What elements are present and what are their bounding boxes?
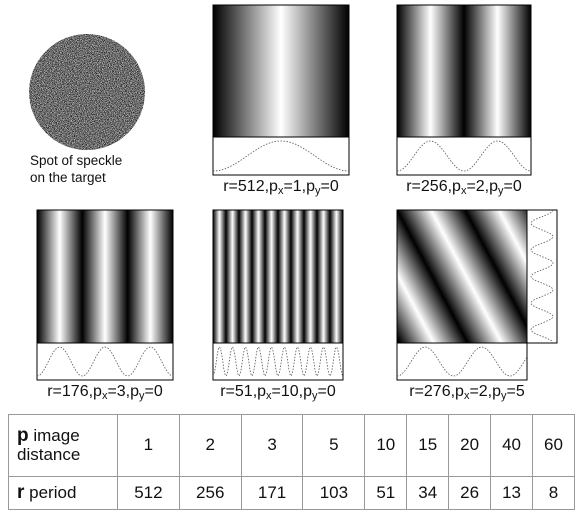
profile-box (213, 137, 349, 175)
caption-text: =2,p (469, 383, 501, 400)
fringe-image (37, 210, 173, 343)
panel-caption: r=276,px=2,py=5 (377, 383, 557, 402)
panel-caption: r=176,px=3,py=0 (15, 383, 195, 402)
table-cell: 171 (241, 476, 303, 509)
caption-text: r=176,p (47, 383, 102, 400)
table-cell: 60 (533, 415, 575, 477)
fringe-image (397, 5, 531, 137)
table-cell: 1 (118, 415, 180, 477)
table-cell: 26 (449, 476, 491, 509)
table-cell: 8 (533, 476, 575, 509)
panel-caption: r=256,px=2,py=0 (374, 178, 554, 197)
profile-box (397, 343, 527, 380)
caption-text: =0 (145, 383, 163, 400)
caption-text: r=512,p (223, 178, 278, 195)
table-cell: 512 (118, 476, 180, 509)
caption-text: =3,p (107, 383, 139, 400)
fringe-image (397, 210, 527, 343)
row-symbol: r (17, 482, 24, 503)
caption-text: =0 (321, 178, 339, 195)
fringe-image (213, 5, 349, 137)
table-cell: 5 (303, 415, 365, 477)
caption-line: Spot of speckle (30, 152, 122, 169)
panel-caption: r=51,px=10,py=0 (188, 383, 368, 402)
caption-text: =0 (318, 383, 336, 400)
table-cell: 15 (407, 415, 449, 477)
page: Spot of speckle on the target p image di… (0, 0, 577, 515)
profile-box (37, 343, 173, 380)
row-header: r period (9, 476, 118, 509)
table-cell: 103 (303, 476, 365, 509)
caption-text: =10,p (272, 383, 312, 400)
table-cell: 51 (365, 476, 407, 509)
table-cell: 34 (407, 476, 449, 509)
fringe-panel (397, 5, 531, 175)
fringe-panel (213, 5, 349, 175)
panel-caption: r=512,px=1,py=0 (191, 178, 371, 197)
row-symbol: p (17, 425, 29, 446)
table-cell: 13 (491, 476, 533, 509)
profile-box (213, 343, 343, 380)
caption-text: r=51,p (220, 383, 266, 400)
figure (0, 0, 577, 410)
caption-line: on the target (30, 169, 122, 186)
fringe-panel (37, 210, 173, 380)
fringe-image (213, 210, 343, 343)
profile-box (397, 137, 531, 175)
speckle-spot (29, 34, 145, 150)
row-header: p image distance (9, 415, 118, 477)
caption-text: =0 (504, 178, 522, 195)
table-cell: 10 (365, 415, 407, 477)
table-cell: 256 (179, 476, 241, 509)
caption-text: r=276,p (409, 383, 464, 400)
caption-text: =2,p (466, 178, 498, 195)
row-label: period (29, 483, 76, 502)
caption-text: =5 (507, 383, 525, 400)
caption-text: r=256,p (406, 178, 461, 195)
fringe-panel (397, 210, 557, 380)
table-cell: 40 (491, 415, 533, 477)
table-cell: 2 (179, 415, 241, 477)
fringe-panel (213, 210, 343, 380)
table-cell: 20 (449, 415, 491, 477)
table-cell: 3 (241, 415, 303, 477)
speckle-caption: Spot of speckle on the target (30, 152, 122, 186)
caption-text: =1,p (283, 178, 315, 195)
